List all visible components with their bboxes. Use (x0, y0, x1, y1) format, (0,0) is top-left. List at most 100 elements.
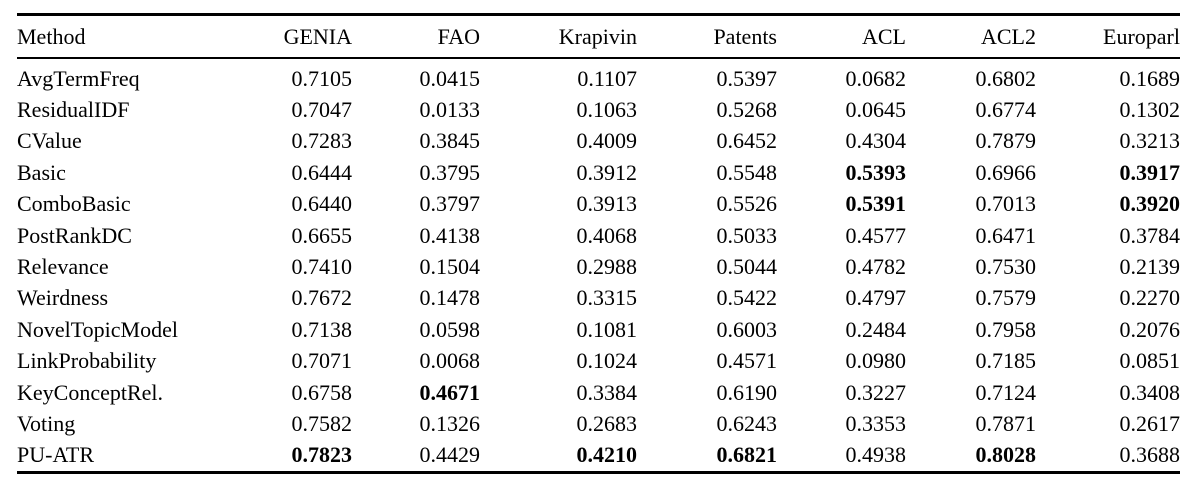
column-header-method: Method (17, 14, 237, 59)
value-cell: 0.4938 (845, 442, 907, 468)
value-cell: 0.7138 (291, 316, 353, 342)
method-cell: ResidualIDF (17, 97, 130, 123)
value-cell: 0.3353 (845, 410, 907, 436)
value-cell: 0.6758 (291, 379, 353, 405)
value-cell: 0.5044 (716, 254, 778, 280)
value-cell: 0.0133 (419, 97, 481, 123)
value-cell: 0.0645 (845, 97, 907, 123)
table-body: AvgTermFreq 0.7105 0.0415 0.1107 0.5397 0.068… (17, 58, 1180, 473)
value-cell: 0.5397 (716, 65, 778, 91)
value-cell: 0.3315 (576, 285, 638, 311)
value-cell: 0.1107 (577, 65, 637, 91)
value-cell: 0.5526 (716, 191, 778, 217)
value-cell: 0.6440 (291, 191, 353, 217)
value-cell: 0.2988 (576, 254, 638, 280)
value-cell: 0.7879 (975, 128, 1037, 154)
table-row: Weirdness 0.7672 0.1478 0.3315 0.5422 0.4797 0… (17, 283, 1180, 314)
column-header: Patents (637, 14, 777, 59)
method-cell: LinkProbability (17, 348, 157, 374)
value-cell: 0.1081 (576, 316, 638, 342)
value-cell: 0.6190 (716, 379, 778, 405)
value-cell: 0.5422 (716, 285, 778, 311)
value-cell: 0.7871 (975, 410, 1037, 436)
column-header: ACL2 (906, 14, 1036, 59)
value-cell: 0.4571 (716, 348, 778, 374)
method-cell: Voting (17, 410, 76, 436)
value-cell: 0.0068 (419, 348, 481, 374)
value-cell: 0.7530 (975, 254, 1037, 280)
column-header: GENIA (237, 14, 352, 59)
column-header: FAO (352, 14, 480, 59)
value-cell: 0.4671 (419, 379, 481, 405)
value-cell: 0.3912 (576, 159, 638, 185)
value-cell: 0.7410 (291, 254, 353, 280)
method-cell: ComboBasic (17, 191, 131, 217)
method-cell: Weirdness (17, 285, 109, 311)
value-cell: 0.5391 (845, 191, 907, 217)
value-cell: 0.4210 (576, 442, 638, 468)
method-cell: PostRankDC (17, 222, 132, 248)
method-cell: NovelTopicModel (17, 316, 178, 342)
value-cell: 0.2139 (1119, 254, 1181, 280)
value-cell: 0.8028 (975, 442, 1037, 468)
value-cell: 0.7071 (291, 348, 353, 374)
value-cell: 0.0415 (419, 65, 481, 91)
value-cell: 0.1024 (576, 348, 638, 374)
column-header: Europarl (1036, 14, 1180, 59)
value-cell: 0.7105 (291, 65, 353, 91)
value-cell: 0.3408 (1119, 379, 1181, 405)
value-cell: 0.6471 (975, 222, 1037, 248)
value-cell: 0.1302 (1119, 97, 1181, 123)
value-cell: 0.6966 (975, 159, 1037, 185)
table-row: PU-ATR 0.7823 0.4429 0.4210 0.6821 0.4938 0.80… (17, 440, 1180, 473)
table-row: ResidualIDF 0.7047 0.0133 0.1063 0.5268 0.064… (17, 94, 1180, 125)
value-cell: 0.1326 (419, 410, 481, 436)
value-cell: 0.3213 (1119, 128, 1181, 154)
method-cell: PU-ATR (17, 442, 95, 468)
value-cell: 0.1478 (419, 285, 481, 311)
value-cell: 0.6821 (716, 442, 778, 468)
value-cell: 0.7823 (291, 442, 353, 468)
value-cell: 0.2076 (1119, 316, 1181, 342)
value-cell: 0.3795 (419, 159, 481, 185)
table-row: AvgTermFreq 0.7105 0.0415 0.1107 0.5397 0.068… (17, 58, 1180, 94)
table-row: ComboBasic 0.6440 0.3797 0.3913 0.5526 0.5391… (17, 189, 1180, 220)
value-cell: 0.4577 (845, 222, 907, 248)
table-row: CValue 0.7283 0.3845 0.4009 0.6452 0.4304 0.78… (17, 126, 1180, 157)
table-row: Voting 0.7582 0.1326 0.2683 0.6243 0.3353 0.78… (17, 408, 1180, 439)
value-cell: 0.3384 (576, 379, 638, 405)
value-cell: 0.2484 (845, 316, 907, 342)
value-cell: 0.6243 (716, 410, 778, 436)
value-cell: 0.3797 (419, 191, 481, 217)
value-cell: 0.4138 (419, 222, 481, 248)
value-cell: 0.6802 (975, 65, 1037, 91)
value-cell: 0.1689 (1119, 65, 1181, 91)
table-row: KeyConceptRel. 0.6758 0.4671 0.3384 0.6190 0.… (17, 377, 1180, 408)
value-cell: 0.5268 (716, 97, 778, 123)
value-cell: 0.2617 (1119, 410, 1181, 436)
value-cell: 0.4304 (845, 128, 907, 154)
value-cell: 0.6003 (716, 316, 778, 342)
value-cell: 0.4797 (845, 285, 907, 311)
value-cell: 0.7047 (291, 97, 353, 123)
value-cell: 0.4782 (845, 254, 907, 280)
value-cell: 0.6444 (291, 159, 353, 185)
method-cell: AvgTermFreq (17, 65, 140, 91)
value-cell: 0.5548 (716, 159, 778, 185)
results-table-container: Method GENIA FAO Krapivin Patents ACL ACL2 Euro… (17, 13, 1180, 475)
value-cell: 0.1504 (419, 254, 481, 280)
method-cell: CValue (17, 128, 82, 154)
value-cell: 0.1063 (576, 97, 638, 123)
value-cell: 0.6774 (975, 97, 1037, 123)
column-header: Krapivin (480, 14, 637, 59)
value-cell: 0.6452 (716, 128, 778, 154)
value-cell: 0.7283 (291, 128, 353, 154)
value-cell: 0.5033 (716, 222, 778, 248)
value-cell: 0.0598 (419, 316, 481, 342)
column-header: ACL (777, 14, 906, 59)
value-cell: 0.7185 (975, 348, 1037, 374)
table-row: Relevance 0.7410 0.1504 0.2988 0.5044 0.4782 0… (17, 251, 1180, 282)
value-cell: 0.6655 (291, 222, 353, 248)
table-row: Basic 0.6444 0.3795 0.3912 0.5548 0.5393 0.696… (17, 157, 1180, 188)
value-cell: 0.2683 (576, 410, 638, 436)
